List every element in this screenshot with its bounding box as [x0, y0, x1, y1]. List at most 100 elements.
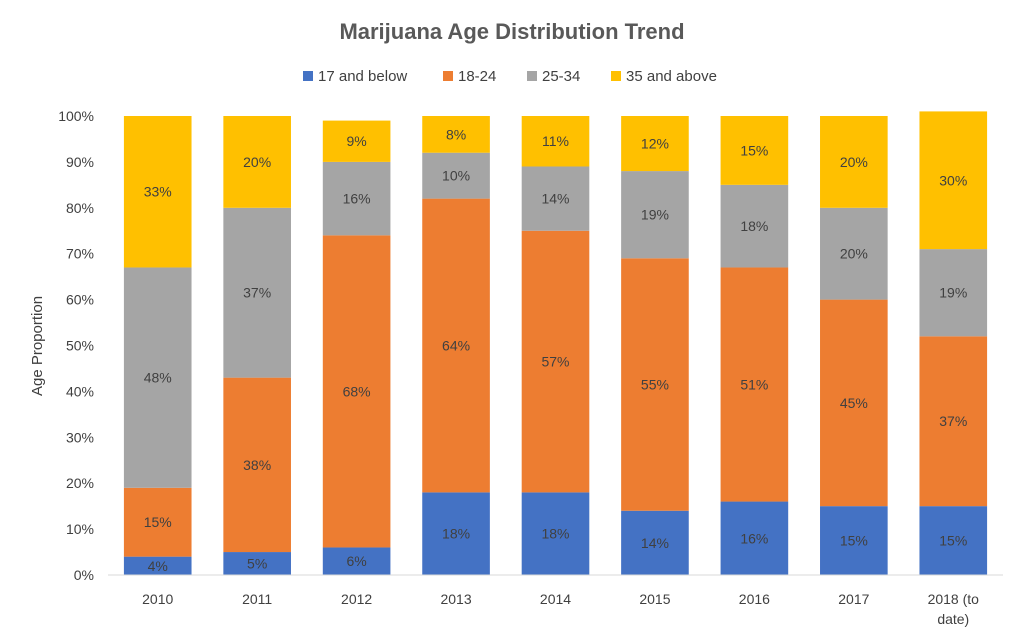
- x-tick-label: 2012: [341, 591, 372, 607]
- bar-segment-35-and-above: [123, 116, 192, 268]
- y-tick-label: 60%: [66, 292, 94, 308]
- y-tick-label: 80%: [66, 200, 94, 216]
- bar-segment-18-24: [621, 258, 689, 511]
- y-axis-ticks: 0% 10% 20% 30% 40% 50% 60% 70% 80% 90% 100%: [58, 108, 94, 583]
- y-tick-label: 70%: [66, 246, 94, 262]
- y-tick-label: 100%: [58, 108, 94, 124]
- bar-data-label: 15%: [740, 142, 768, 158]
- x-tick-label: 2016: [739, 591, 770, 607]
- bar-segment-17-and-below: [223, 552, 291, 575]
- x-tick-label-line: 2013: [440, 591, 471, 607]
- bar-data-label: 18%: [740, 218, 768, 234]
- bar-data-label: 16%: [740, 530, 768, 546]
- x-tick-label-line: date): [937, 611, 969, 627]
- bar-segment-18-24: [919, 336, 988, 507]
- bar-data-label: 20%: [243, 154, 271, 170]
- chart-bars: [123, 111, 988, 575]
- bar-segment-35-and-above: [223, 116, 291, 208]
- x-tick-label-line: 2012: [341, 591, 372, 607]
- legend-swatch: [527, 71, 537, 81]
- bar-data-label: 48%: [144, 370, 172, 386]
- bar-segment-25-34: [123, 267, 192, 488]
- bar-data-label: 45%: [840, 395, 868, 411]
- y-axis-title: Age Proportion: [29, 296, 46, 396]
- y-tick-label: 30%: [66, 429, 94, 445]
- bar-segment-35-and-above: [422, 116, 490, 153]
- bar-segment-17-and-below: [621, 510, 689, 575]
- bar-segment-18-24: [422, 198, 490, 493]
- x-tick-label-line: 2011: [242, 591, 272, 607]
- x-tick-label: 2011: [242, 591, 272, 607]
- x-tick-label: 2018 (to date): [928, 591, 980, 627]
- bar-data-label: 15%: [939, 533, 967, 549]
- x-tick-label-line: 2016: [739, 591, 770, 607]
- bar-data-label: 5%: [247, 556, 267, 572]
- bar-data-label: 9%: [346, 133, 366, 149]
- bar-segment-35-and-above: [322, 120, 391, 162]
- x-tick-label: 2015: [639, 591, 670, 607]
- bar-data-label: 18%: [442, 526, 470, 542]
- x-tick-label-line: 2015: [639, 591, 670, 607]
- bar-segment-18-24: [123, 487, 192, 557]
- legend-swatch: [303, 71, 313, 81]
- bar-data-label: 37%: [939, 413, 967, 429]
- bar-segment-25-34: [621, 171, 689, 259]
- bar-segment-35-and-above: [621, 116, 689, 172]
- x-tick-label-line: 2017: [838, 591, 869, 607]
- bar-segment-18-24: [322, 235, 391, 548]
- bar-segment-25-34: [919, 249, 988, 337]
- y-tick-label: 90%: [66, 154, 94, 170]
- bar-data-label: 15%: [840, 533, 868, 549]
- bar-data-label: 18%: [541, 526, 569, 542]
- bar-segment-18-24: [223, 377, 291, 553]
- bar-segment-35-and-above: [521, 116, 590, 167]
- x-tick-label-line: 2010: [142, 591, 173, 607]
- bar-data-label: 14%: [541, 191, 569, 207]
- chart-title: Marijuana Age Distribution Trend: [339, 19, 684, 44]
- bar-segment-25-34: [521, 166, 590, 231]
- bar-segment-17-and-below: [422, 492, 490, 575]
- bar-data-label: 14%: [641, 535, 669, 551]
- x-tick-label: 2010: [142, 591, 173, 607]
- bar-data-label: 19%: [939, 285, 967, 301]
- legend-label: 18-24: [458, 68, 496, 85]
- legend-swatch: [611, 71, 621, 81]
- bar-data-label: 68%: [343, 383, 371, 399]
- bar-segment-17-and-below: [521, 492, 590, 575]
- x-tick-label: 2013: [440, 591, 471, 607]
- bar-data-label: 30%: [939, 172, 967, 188]
- bar-segment-25-34: [422, 152, 490, 199]
- y-tick-label: 10%: [66, 521, 94, 537]
- chart-legend: 17 and below 18-24 25-34 35 and above: [303, 68, 717, 85]
- bar-segment-25-34: [223, 207, 291, 378]
- x-tick-label-line: 2018 (to: [928, 591, 980, 607]
- bar-segment-25-34: [820, 207, 888, 300]
- bar-segment-17-and-below: [322, 547, 391, 575]
- bar-segment-18-24: [521, 230, 590, 493]
- bar-data-label: 15%: [144, 514, 172, 530]
- x-tick-label: 2017: [838, 591, 869, 607]
- bar-data-label: 19%: [641, 207, 669, 223]
- y-tick-label: 50%: [66, 338, 94, 354]
- y-tick-label: 20%: [66, 475, 94, 491]
- bar-segment-18-24: [820, 299, 888, 507]
- bar-data-label: 6%: [346, 553, 366, 569]
- bar-segment-17-and-below: [820, 506, 888, 575]
- bar-segment-35-and-above: [820, 116, 888, 208]
- legend-label: 17 and below: [318, 68, 407, 85]
- bar-data-label: 8%: [446, 126, 466, 142]
- bar-data-label: 12%: [641, 136, 669, 152]
- bar-segment-17-and-below: [919, 506, 988, 575]
- y-tick-label: 40%: [66, 383, 94, 399]
- bar-data-label: 33%: [144, 184, 172, 200]
- bar-data-label: 11%: [542, 133, 569, 149]
- bar-data-label: 38%: [243, 457, 271, 473]
- x-axis-ticks: 2010 2011 2012 2013 2014 2015 2016 2017 2018 (to…: [142, 591, 979, 627]
- x-tick-label-line: 2014: [540, 591, 571, 607]
- bar-data-label: 55%: [641, 377, 669, 393]
- bar-data-label: 10%: [442, 168, 470, 184]
- legend-label: 25-34: [542, 68, 580, 85]
- bar-data-label: 4%: [148, 558, 168, 574]
- data-labels: 4% 15% 48% 33% 5% 38% 37% 20% 6% 68% 16% 9% 18% 64% 10…: [144, 126, 968, 573]
